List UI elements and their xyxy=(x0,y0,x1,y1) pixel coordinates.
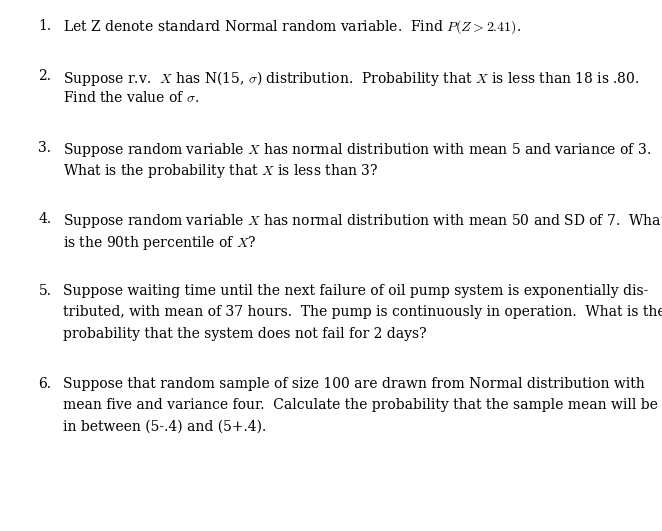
Text: 2.: 2. xyxy=(38,69,52,83)
Text: Suppose that random sample of size 100 are drawn from Normal distribution with: Suppose that random sample of size 100 a… xyxy=(63,377,645,391)
Text: probability that the system does not fail for 2 days?: probability that the system does not fai… xyxy=(63,327,426,340)
Text: in between (5-.4) and (5+.4).: in between (5-.4) and (5+.4). xyxy=(63,419,266,433)
Text: 5.: 5. xyxy=(38,284,52,298)
Text: Find the value of $\sigma$.: Find the value of $\sigma$. xyxy=(63,90,199,105)
Text: mean five and variance four.  Calculate the probability that the sample mean wil: mean five and variance four. Calculate t… xyxy=(63,398,658,412)
Text: 4.: 4. xyxy=(38,212,52,226)
Text: 6.: 6. xyxy=(38,377,52,391)
Text: is the 90th percentile of $X$?: is the 90th percentile of $X$? xyxy=(63,234,256,252)
Text: Suppose random variable $X$ has normal distribution with mean 5 and variance of : Suppose random variable $X$ has normal d… xyxy=(63,141,651,159)
Text: 1.: 1. xyxy=(38,19,52,32)
Text: tributed, with mean of 37 hours.  The pump is continuously in operation.  What i: tributed, with mean of 37 hours. The pum… xyxy=(63,305,662,319)
Text: Suppose waiting time until the next failure of oil pump system is exponentially : Suppose waiting time until the next fail… xyxy=(63,284,648,298)
Text: Suppose r.v.  $X$ has N(15, $\sigma$) distribution.  Probability that $X$ is les: Suppose r.v. $X$ has N(15, $\sigma$) dis… xyxy=(63,69,639,88)
Text: Let Z denote standard Normal random variable.  Find $P(Z > 2.41)$.: Let Z denote standard Normal random vari… xyxy=(63,19,521,36)
Text: 3.: 3. xyxy=(38,141,52,155)
Text: What is the probability that $X$ is less than 3?: What is the probability that $X$ is less… xyxy=(63,162,378,180)
Text: Suppose random variable $X$ has normal distribution with mean 50 and SD of 7.  W: Suppose random variable $X$ has normal d… xyxy=(63,212,662,230)
